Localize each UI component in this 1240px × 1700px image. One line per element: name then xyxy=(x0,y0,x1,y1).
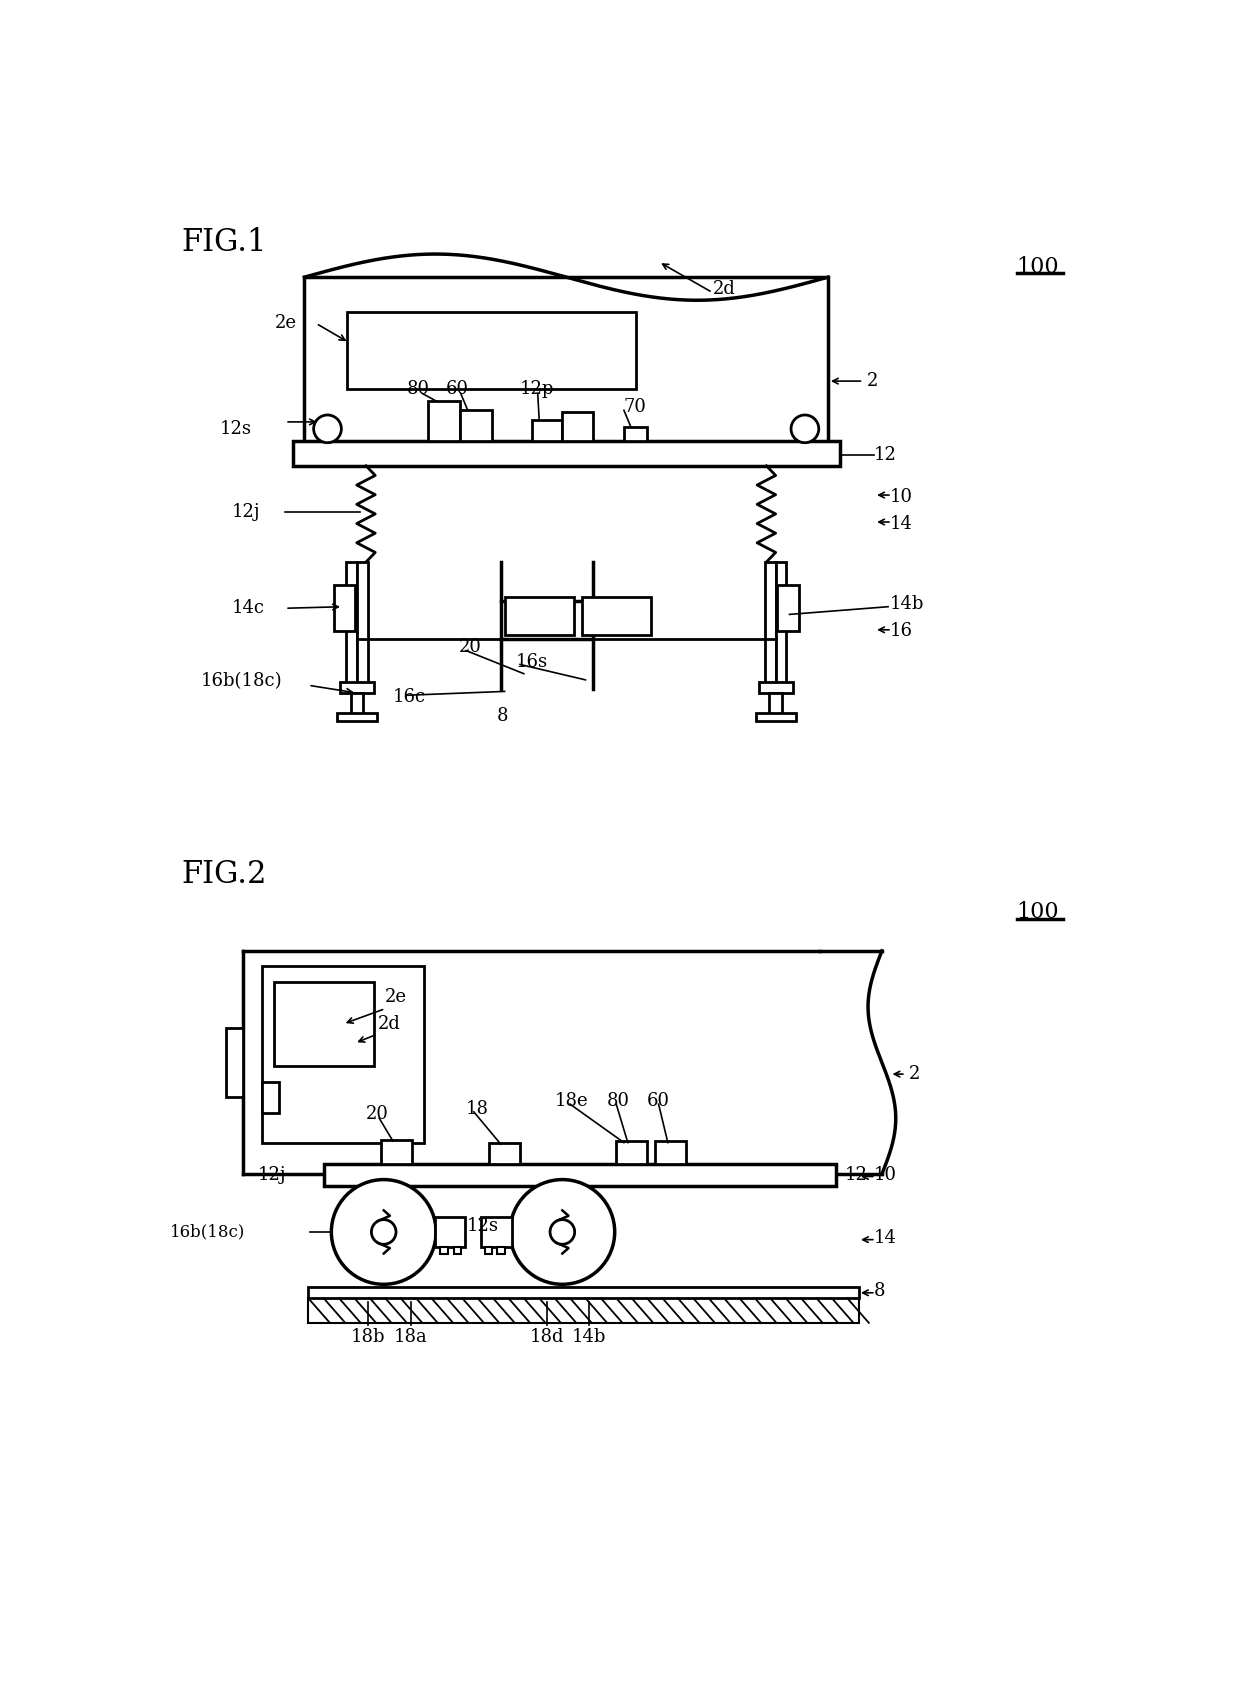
Bar xyxy=(777,585,799,631)
Circle shape xyxy=(551,1219,574,1244)
Bar xyxy=(563,411,593,442)
Text: 2: 2 xyxy=(909,1066,920,1083)
Text: 12: 12 xyxy=(874,445,897,464)
Text: 18e: 18e xyxy=(554,1091,588,1110)
Text: 20: 20 xyxy=(459,638,481,656)
Bar xyxy=(497,1248,505,1253)
Bar xyxy=(770,694,781,714)
Circle shape xyxy=(791,415,818,442)
Bar xyxy=(226,1028,243,1096)
Bar xyxy=(481,1217,512,1248)
Text: 18b: 18b xyxy=(351,1328,386,1346)
Bar xyxy=(440,1248,448,1253)
Bar xyxy=(351,694,363,714)
Text: 14: 14 xyxy=(874,1229,897,1248)
Bar xyxy=(434,1217,465,1248)
Text: 100: 100 xyxy=(1017,901,1059,923)
Text: 2d: 2d xyxy=(713,280,735,297)
Bar xyxy=(655,1141,686,1164)
Bar xyxy=(334,585,355,631)
Bar xyxy=(485,1248,492,1253)
Text: 2e: 2e xyxy=(386,988,407,1006)
Bar xyxy=(320,428,335,442)
Text: 14: 14 xyxy=(889,515,913,532)
Text: 12j: 12j xyxy=(231,503,259,520)
Bar xyxy=(346,563,357,688)
Circle shape xyxy=(331,1180,436,1284)
Text: 70: 70 xyxy=(624,398,647,416)
Text: 16b(18c): 16b(18c) xyxy=(201,673,281,690)
Bar xyxy=(765,563,776,688)
Text: 18d: 18d xyxy=(529,1328,564,1346)
Bar xyxy=(304,277,828,442)
Text: 14b: 14b xyxy=(572,1328,606,1346)
Bar xyxy=(274,981,373,1066)
Bar xyxy=(460,410,492,442)
Circle shape xyxy=(372,1219,396,1244)
Text: 100: 100 xyxy=(1017,257,1059,279)
Bar xyxy=(382,1139,412,1164)
Bar xyxy=(340,682,373,694)
Text: 2: 2 xyxy=(867,372,878,389)
Bar xyxy=(624,427,647,442)
Circle shape xyxy=(510,1180,615,1284)
Bar xyxy=(262,1081,279,1112)
Circle shape xyxy=(314,415,341,442)
Text: 16: 16 xyxy=(889,622,913,641)
Bar xyxy=(505,597,574,636)
Text: 12s: 12s xyxy=(219,420,252,439)
Text: 14c: 14c xyxy=(231,600,264,617)
Bar xyxy=(755,712,796,721)
Text: 80: 80 xyxy=(608,1091,630,1110)
Bar xyxy=(337,712,377,721)
Bar xyxy=(776,563,786,688)
Text: 16b(18c): 16b(18c) xyxy=(170,1224,246,1241)
Bar xyxy=(454,1248,461,1253)
Text: 80: 80 xyxy=(407,379,430,398)
Bar xyxy=(309,1287,859,1299)
Bar xyxy=(759,682,792,694)
Bar xyxy=(357,563,367,688)
Text: 20: 20 xyxy=(366,1105,389,1124)
Bar xyxy=(490,1142,520,1164)
Bar xyxy=(582,597,651,636)
Bar xyxy=(324,1164,836,1187)
Text: 8: 8 xyxy=(497,707,508,726)
Text: 10: 10 xyxy=(874,1166,898,1183)
Text: 60: 60 xyxy=(647,1091,670,1110)
Text: 8: 8 xyxy=(874,1282,885,1300)
Text: 10: 10 xyxy=(889,488,913,505)
Bar xyxy=(428,401,460,442)
Text: 2d: 2d xyxy=(377,1015,401,1034)
Bar xyxy=(309,1299,859,1323)
Text: 18a: 18a xyxy=(394,1328,428,1346)
Bar xyxy=(347,311,635,389)
Bar xyxy=(293,442,839,466)
Bar xyxy=(532,420,563,442)
Text: FIG.1: FIG.1 xyxy=(181,228,267,258)
Text: 12s: 12s xyxy=(467,1217,498,1234)
Bar xyxy=(262,966,424,1144)
Text: FIG.2: FIG.2 xyxy=(181,858,267,889)
Text: 16s: 16s xyxy=(516,653,548,672)
Bar xyxy=(797,428,812,442)
Text: 60: 60 xyxy=(445,379,469,398)
Text: 2e: 2e xyxy=(275,314,296,333)
Text: 16c: 16c xyxy=(393,688,427,705)
Text: 12j: 12j xyxy=(258,1166,286,1183)
Text: 12p: 12p xyxy=(520,379,554,398)
Bar xyxy=(616,1141,647,1164)
Text: 12: 12 xyxy=(844,1166,868,1183)
Text: 14b: 14b xyxy=(889,595,924,614)
Text: 18: 18 xyxy=(466,1100,489,1119)
